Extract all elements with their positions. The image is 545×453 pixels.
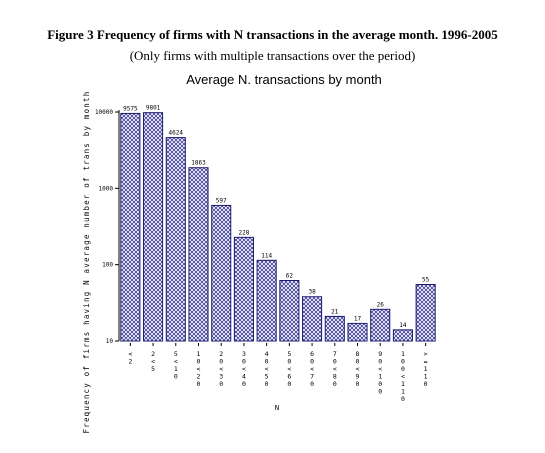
x-tick-label: 4 0 <5 0 (265, 350, 269, 388)
bar (392, 329, 413, 342)
bar-value-label: 9575 (123, 105, 138, 112)
bar-value-label: 9801 (146, 105, 161, 112)
bar-value-label: 1863 (191, 160, 206, 167)
bar-value-label: 17 (354, 315, 362, 322)
x-tick-label: 5 0 <6 0 (287, 350, 291, 388)
bar (279, 280, 300, 342)
x-tick-label: 2 0 <3 0 (219, 350, 223, 388)
bar (211, 204, 232, 342)
y-tick-label: 10 (106, 338, 114, 345)
x-tick-label: 1 0 0 <1 1 0 (401, 350, 405, 403)
bar-value-label: 4624 (169, 130, 184, 137)
bars: 9575 9801 4624 1863 597 228 114 62 38 21 17 26 14 55 (120, 105, 436, 342)
x-tick-label: 9 0 <1 0 0 (378, 350, 382, 396)
bar (233, 236, 254, 342)
x-tick-label: 8 0 <9 0 (356, 350, 360, 388)
x-tick-label: 7 0 <8 0 (333, 350, 337, 388)
x-tick-label: 2 <5 (151, 350, 155, 373)
bar-value-label: 38 (308, 289, 316, 296)
bar (256, 259, 277, 342)
bar-value-label: 228 (239, 229, 250, 236)
bar (370, 308, 391, 342)
y-axis-label: Frequency of firms having N average numb… (82, 91, 91, 434)
bar (120, 112, 141, 342)
y-tick-label: 10000 (95, 109, 113, 116)
bar (302, 296, 323, 342)
bar-value-label: 114 (261, 252, 272, 259)
bar (165, 137, 186, 342)
figure-title: Figure 3 Frequency of firms with N trans… (47, 27, 498, 42)
x-tick-label: 1 0 <2 0 (197, 350, 201, 388)
bar-value-label: 55 (422, 276, 430, 283)
figure-subtitle: (Only firms with multiple transactions o… (129, 48, 416, 63)
chart-title: Average N. transactions by month (186, 72, 382, 87)
bar (143, 112, 164, 342)
bar-value-label: 14 (399, 322, 407, 329)
bar (324, 315, 345, 342)
x-tick-label: 3 0 <4 0 (242, 350, 246, 388)
bar-value-label: 26 (377, 301, 385, 308)
x-tick-label: <2 (128, 350, 132, 366)
bar-value-label: 21 (331, 308, 339, 315)
x-axis-label: N (275, 404, 279, 412)
bar-value-label: 62 (286, 273, 294, 280)
x-tick-label: > = 1 1 0 (424, 350, 428, 388)
bar (415, 283, 436, 342)
bar-value-label: 597 (216, 197, 227, 204)
y-tick-label: 1000 (99, 185, 114, 192)
bar (347, 322, 368, 342)
axes: 10 100 1000 10000 < 2 2 <5 5 <1 0 1 0 <2 0 2 0 <3 0 3 0 <4 0 4 0… (95, 109, 428, 403)
x-tick-label: 6 0 <7 0 (310, 350, 314, 388)
x-tick-label: 5 <1 0 (174, 350, 178, 381)
y-tick-label: 100 (102, 262, 113, 269)
bar (188, 167, 209, 342)
